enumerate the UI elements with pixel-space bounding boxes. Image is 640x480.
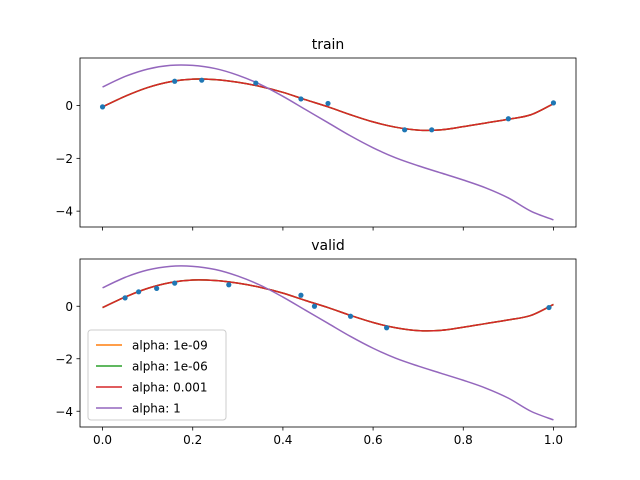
data-point bbox=[122, 295, 128, 301]
subplot-train: train 0 −2 −4 bbox=[55, 37, 577, 231]
y-tick-label: −4 bbox=[55, 405, 73, 419]
x-tick-label: 0.2 bbox=[183, 433, 202, 447]
data-point bbox=[347, 313, 354, 319]
y-tick-label: 0 bbox=[65, 300, 73, 314]
data-point bbox=[199, 77, 205, 83]
legend-label: alpha: 1e-06 bbox=[132, 360, 208, 374]
legend-label: alpha: 1e-09 bbox=[132, 339, 208, 353]
y-tick-label: 0 bbox=[65, 99, 73, 113]
x-tick-label: 0.4 bbox=[273, 433, 292, 447]
data-point bbox=[99, 104, 106, 110]
valid-plot-marks: 0.0 0.2 0.4 0.6 0.8 1.0 0 −2 −4 bbox=[55, 265, 563, 447]
data-point bbox=[429, 127, 435, 133]
series-line bbox=[102, 64, 554, 221]
data-point bbox=[136, 289, 142, 295]
legend-label: alpha: 0.001 bbox=[132, 381, 207, 395]
subplot-title: valid bbox=[311, 238, 345, 254]
data-point bbox=[226, 282, 232, 288]
data-point bbox=[298, 96, 304, 102]
legend-box bbox=[87, 329, 227, 421]
legend: alpha: 1e-09 alpha: 1e-06 alpha: 0.001 alph… bbox=[87, 329, 227, 421]
x-tick-label: 0.8 bbox=[454, 433, 473, 447]
data-point bbox=[546, 304, 552, 311]
axes-frame bbox=[79, 57, 577, 228]
data-point bbox=[505, 116, 511, 122]
data-point bbox=[172, 78, 178, 84]
data-point bbox=[402, 127, 408, 133]
data-point bbox=[384, 325, 390, 331]
x-tick-label: 0.0 bbox=[93, 433, 112, 447]
data-point bbox=[253, 80, 259, 86]
subplot-title: train bbox=[312, 37, 345, 53]
data-point bbox=[550, 100, 557, 106]
data-point bbox=[172, 280, 178, 286]
series-line bbox=[102, 279, 554, 332]
series-line bbox=[102, 265, 554, 421]
train-plot-marks: 0 −2 −4 bbox=[55, 64, 557, 231]
x-tick-label: 0.6 bbox=[364, 433, 383, 447]
data-point bbox=[298, 292, 304, 298]
data-point bbox=[325, 100, 331, 107]
y-tick-label: −2 bbox=[55, 352, 73, 366]
y-tick-label: −4 bbox=[55, 205, 73, 219]
legend-label: alpha: 1 bbox=[132, 402, 181, 416]
data-point bbox=[311, 303, 318, 309]
y-tick-label: −2 bbox=[55, 152, 73, 166]
x-tick-label: 1.0 bbox=[544, 433, 563, 447]
subplot-valid: valid 0.0 0.2 0.4 0.6 0.8 1.0 0 −2 −4 bbox=[55, 238, 577, 447]
axes-frame bbox=[79, 258, 577, 428]
data-point bbox=[154, 285, 160, 291]
